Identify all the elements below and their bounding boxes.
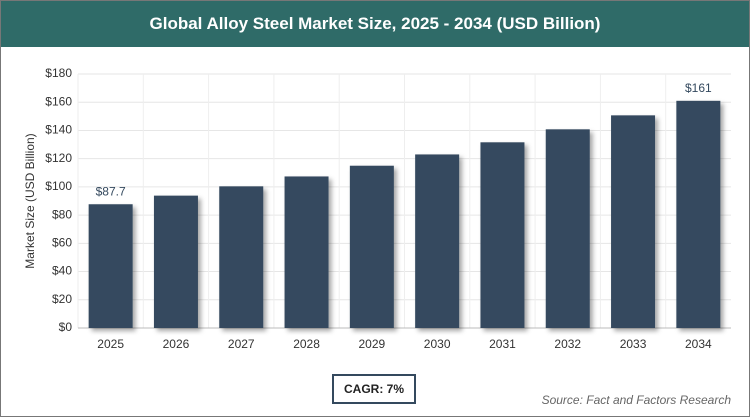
y-tick-label: $80	[52, 207, 72, 221]
y-tick-label: $120	[45, 151, 72, 165]
x-tick-label: 2030	[424, 337, 451, 351]
bar	[219, 186, 264, 328]
x-tick-label: 2029	[358, 337, 385, 351]
y-tick-label: $60	[52, 236, 72, 250]
x-tick-label: 2028	[293, 337, 320, 351]
y-tick-label: $140	[45, 123, 72, 137]
x-tick-label: 2033	[620, 337, 647, 351]
x-tick-label: 2031	[489, 337, 516, 351]
value-label: $87.7	[96, 184, 126, 198]
y-tick-label: $100	[45, 179, 72, 193]
y-axis-label: Market Size (USD Billion)	[23, 133, 37, 268]
chart-title: Global Alloy Steel Market Size, 2025 - 2…	[1, 1, 749, 47]
value-label: $161	[685, 81, 712, 95]
x-tick-label: 2026	[163, 337, 190, 351]
x-tick-label: 2034	[685, 337, 712, 351]
bar	[676, 100, 721, 328]
cagr-box: CAGR: 7%	[332, 374, 416, 404]
bar	[415, 154, 460, 328]
source-note: Source: Fact and Factors Research	[541, 393, 731, 407]
x-tick-label: 2025	[97, 337, 124, 351]
x-tick-label: 2032	[554, 337, 581, 351]
bar	[284, 176, 329, 328]
y-tick-label: $180	[45, 66, 72, 80]
bar	[153, 195, 198, 328]
y-tick-label: $160	[45, 94, 72, 108]
bar	[349, 165, 394, 328]
y-tick-label: $20	[52, 292, 72, 306]
bar	[88, 204, 133, 328]
x-tick-label: 2027	[228, 337, 255, 351]
bar	[480, 142, 525, 328]
bar	[611, 115, 656, 329]
chart: Market Size (USD Billion) $0 $20 $40 $60 $80…	[23, 66, 731, 351]
y-tick-label: $0	[59, 320, 73, 334]
y-tick-label: $40	[52, 264, 72, 278]
bar	[545, 129, 590, 328]
